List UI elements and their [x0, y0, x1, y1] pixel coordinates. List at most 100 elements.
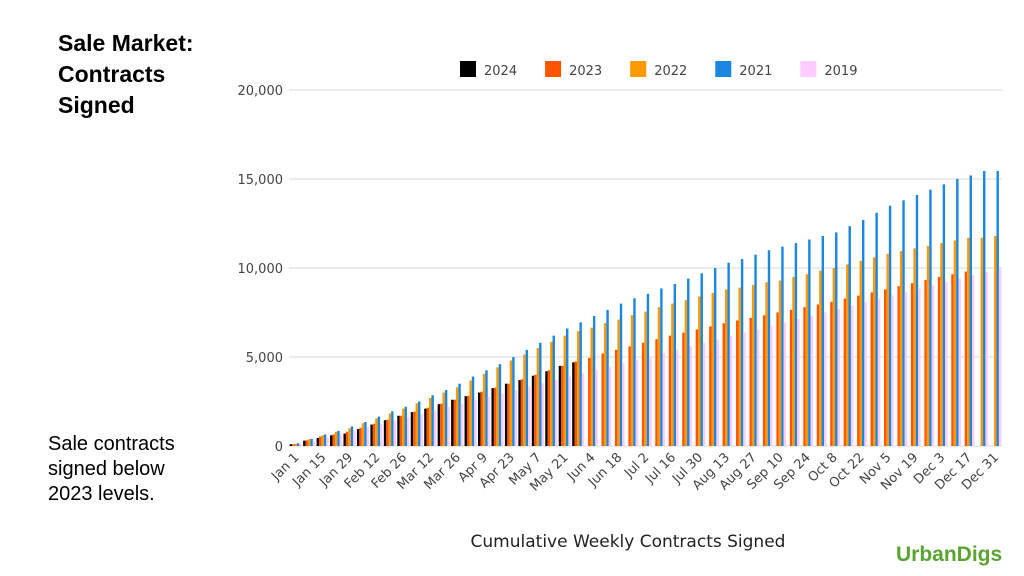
bar	[426, 407, 430, 446]
bar	[972, 275, 975, 446]
bar	[630, 315, 634, 446]
bar	[743, 332, 746, 446]
bar	[698, 296, 701, 446]
bar	[861, 219, 865, 446]
bar	[388, 413, 392, 446]
legend-swatch	[800, 61, 817, 77]
bar	[996, 170, 999, 447]
bar	[821, 235, 825, 446]
bar	[864, 302, 867, 446]
bar	[751, 284, 755, 446]
bar	[323, 434, 327, 446]
bar	[491, 388, 494, 446]
bar	[312, 440, 316, 446]
bar	[518, 380, 521, 446]
bar	[709, 326, 712, 446]
bar	[350, 426, 354, 446]
bar	[619, 303, 623, 446]
bar	[353, 430, 356, 446]
bar	[783, 322, 787, 446]
note: Sale contracts signed below 2023 levels.	[48, 433, 175, 505]
bar	[682, 332, 685, 446]
bar	[888, 205, 892, 446]
bar	[558, 365, 562, 446]
bar	[581, 373, 585, 446]
bar	[563, 335, 566, 446]
bar	[897, 286, 900, 446]
bar	[359, 427, 362, 446]
bar	[797, 319, 800, 446]
bar	[668, 335, 672, 446]
bar	[649, 356, 652, 446]
bar	[756, 329, 760, 446]
legend-swatch	[460, 61, 476, 77]
legend-swatch	[630, 61, 647, 77]
bar	[474, 400, 477, 446]
bar	[514, 390, 518, 446]
bar	[482, 373, 486, 446]
bar	[383, 420, 387, 446]
bar	[372, 423, 376, 446]
bar	[343, 433, 346, 446]
bar	[501, 393, 504, 446]
bar	[603, 323, 607, 446]
bar	[447, 407, 450, 446]
bar	[294, 443, 297, 446]
bar	[770, 325, 773, 446]
bar	[684, 300, 688, 446]
bar	[534, 374, 537, 446]
bar	[577, 331, 580, 446]
bar	[918, 288, 921, 446]
legend-label: 2023	[569, 64, 602, 79]
legend-swatch	[715, 61, 732, 77]
bar	[554, 379, 558, 446]
bar	[561, 365, 564, 446]
bar	[884, 289, 887, 446]
bar	[913, 248, 916, 446]
bar	[875, 212, 878, 446]
bar	[480, 391, 483, 446]
bar	[332, 434, 335, 446]
bar	[662, 352, 666, 446]
bar	[550, 341, 553, 446]
bar	[528, 386, 531, 446]
legend-label: 2021	[739, 64, 772, 79]
bar	[316, 437, 319, 446]
bar	[305, 440, 308, 446]
bar	[940, 243, 943, 446]
bar	[377, 416, 381, 446]
bar	[391, 411, 394, 446]
bar	[937, 276, 941, 446]
bar	[830, 301, 833, 446]
bar	[628, 346, 631, 446]
bar	[386, 419, 389, 446]
bar	[361, 423, 365, 446]
bar	[397, 415, 400, 446]
bar	[572, 362, 575, 446]
bar	[789, 309, 793, 446]
bar	[606, 309, 609, 446]
bar	[469, 380, 472, 446]
bar	[716, 339, 719, 446]
bar	[660, 288, 663, 446]
y-tick-label: 10,000	[238, 262, 284, 277]
bar	[816, 304, 820, 446]
bar	[348, 428, 351, 446]
bar	[310, 438, 313, 446]
bar	[767, 250, 771, 446]
bar	[857, 295, 860, 446]
bar	[415, 403, 419, 446]
bar	[478, 392, 481, 446]
bar	[872, 257, 876, 446]
bar	[420, 413, 423, 446]
bar	[380, 423, 383, 446]
bar	[910, 283, 914, 446]
bar	[778, 280, 782, 446]
bar	[303, 440, 306, 446]
bar	[646, 293, 650, 446]
bar	[595, 369, 598, 446]
bar	[455, 387, 459, 446]
bar	[998, 268, 1002, 446]
bar	[749, 317, 752, 446]
bar	[431, 395, 434, 446]
